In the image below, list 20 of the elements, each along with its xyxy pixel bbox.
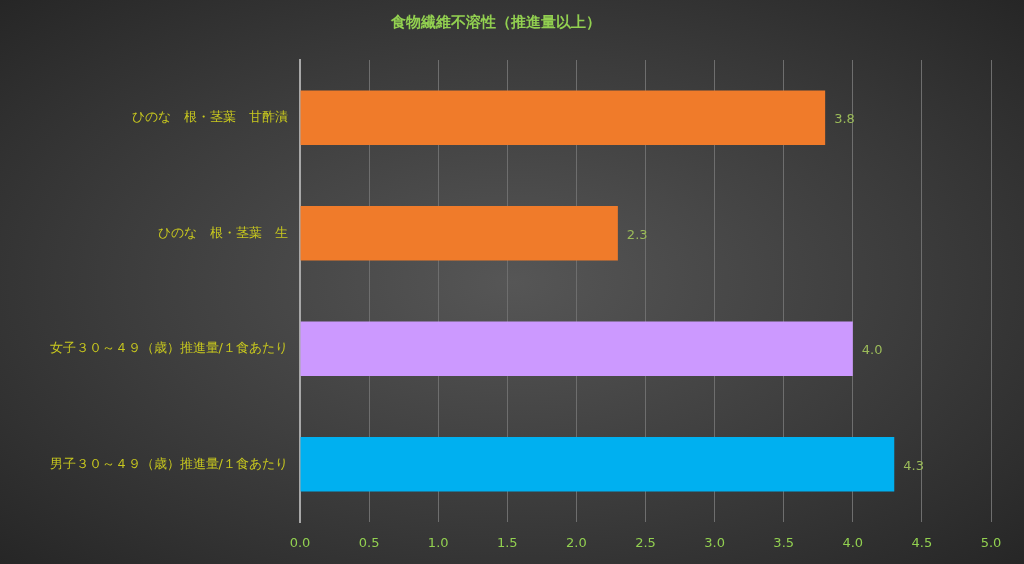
- x-tick-label: 4.5: [911, 535, 933, 551]
- x-tick-label: 0.0: [289, 535, 311, 551]
- y-tick-label: 女子３０～４９（歳）推進量/１食あたり: [49, 340, 288, 356]
- x-tick-label: 0.5: [358, 535, 380, 551]
- x-tick-label: 4.0: [842, 535, 864, 551]
- x-tick-label: 1.5: [496, 535, 518, 551]
- data-label: 4.0: [861, 342, 883, 358]
- x-tick-label: 1.0: [427, 535, 449, 551]
- y-tick-label: 男子３０～４９（歳）推進量/１食あたり: [49, 455, 288, 471]
- x-tick-label: 5.0: [980, 535, 1002, 551]
- x-tick-label: 2.5: [635, 535, 656, 551]
- x-tick-label: 3.5: [773, 535, 795, 551]
- y-tick-label: ひのな 根・茎葉 甘酢漬: [132, 109, 288, 125]
- data-label: 2.3: [626, 226, 648, 242]
- x-tick-label: 2.0: [566, 535, 587, 551]
- chart-title: 食物繊維不溶性（推進量以上）: [389, 12, 601, 31]
- data-label: 3.8: [834, 111, 855, 127]
- y-tick-label: ひのな 根・茎葉 生: [158, 224, 288, 240]
- data-label: 4.3: [903, 457, 924, 473]
- x-tick-label: 3.0: [704, 535, 725, 551]
